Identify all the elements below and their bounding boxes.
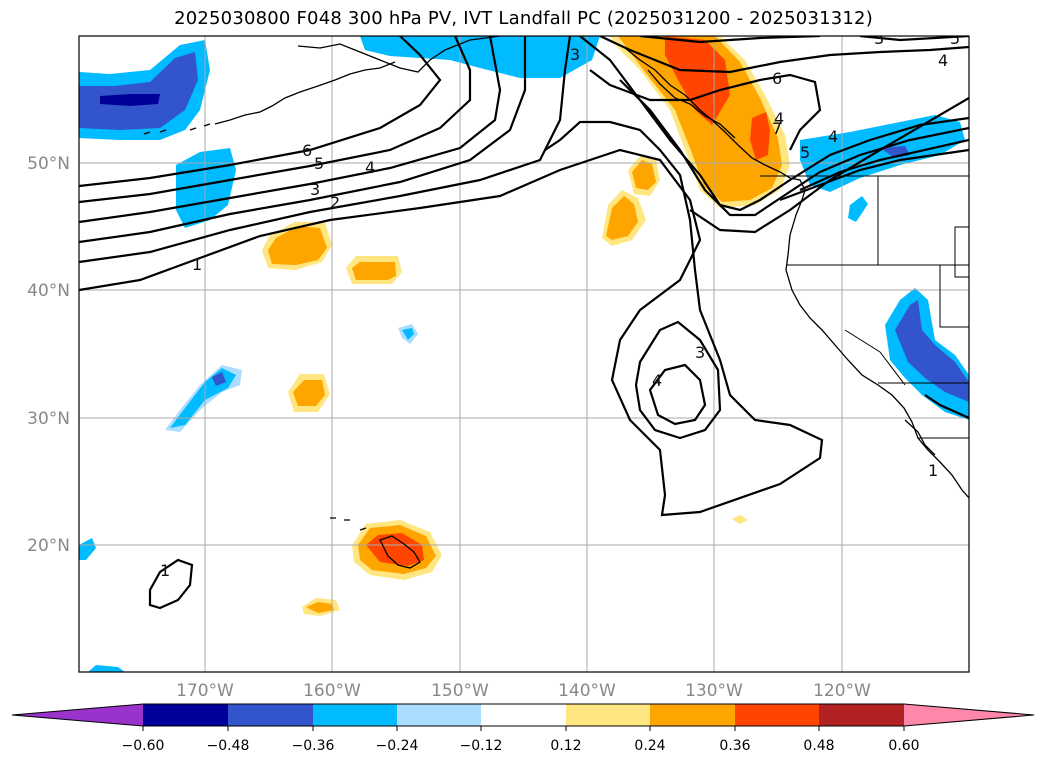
colorbar-tick-label: 0.48 — [803, 738, 834, 754]
lat-label-50n: 50°N — [27, 154, 70, 174]
coastlines — [143, 36, 969, 569]
contour-label: 3 — [695, 343, 705, 362]
latitude-labels: 50°N 40°N 30°N 20°N — [27, 154, 70, 556]
contour-label: 3 — [570, 45, 580, 64]
contour-label: 7 — [772, 119, 782, 138]
colorbar: −0.60 −0.48 −0.36 −0.24 −0.12 0.12 0.24 … — [11, 703, 1035, 754]
lon-label-160w: 160°W — [303, 681, 361, 701]
contour-label: 6 — [772, 69, 782, 88]
colorbar-segment — [397, 704, 481, 726]
contour-label: 4 — [365, 158, 375, 177]
contour-label: 4 — [652, 371, 662, 390]
lat-label-40n: 40°N — [27, 281, 70, 301]
colorbar-tick-label: −0.12 — [460, 738, 503, 754]
lon-label-170w: 170°W — [176, 681, 234, 701]
colorbar-segment — [481, 704, 566, 726]
colorbar-tick-label: 0.60 — [888, 738, 919, 754]
colorbar-segment — [228, 704, 313, 726]
colorbar-extend-low — [12, 704, 143, 726]
colorbar-tick-label: −0.24 — [376, 738, 419, 754]
lon-label-130w: 130°W — [685, 681, 743, 701]
map-title: 2025030800 F048 300 hPa PV, IVT Landfall… — [174, 8, 873, 29]
contour-label: 4 — [774, 109, 784, 128]
colorbar-extend-high — [904, 704, 1034, 726]
pv-anomaly-shading — [79, 36, 969, 672]
contour-label: 5 — [800, 143, 810, 162]
colorbar-tick-label: −0.48 — [207, 738, 250, 754]
lat-label-20n: 20°N — [27, 536, 70, 556]
colorbar-segment — [313, 704, 397, 726]
lat-label-30n: 30°N — [27, 409, 70, 429]
lon-label-140w: 140°W — [558, 681, 616, 701]
colorbar-segment — [566, 704, 650, 726]
contour-label: 5 — [950, 29, 960, 48]
ivt-contours — [79, 36, 969, 610]
colorbar-tick-label: −0.60 — [122, 738, 165, 754]
colorbar-segment — [650, 704, 735, 726]
lon-label-120w: 120°W — [813, 681, 871, 701]
contour-label: 5 — [314, 154, 324, 173]
contour-label: 1 — [160, 561, 170, 580]
contour-label: 4 — [938, 51, 948, 70]
colorbar-tick-label: 0.12 — [550, 738, 581, 754]
map-frame — [78, 35, 970, 673]
colorbar-tick-label: 0.36 — [719, 738, 750, 754]
colorbar-tick-label: 0.24 — [634, 738, 665, 754]
contour-label: 6 — [302, 141, 312, 160]
colorbar-segment — [819, 704, 904, 726]
lon-label-150w: 150°W — [431, 681, 489, 701]
colorbar-segment — [735, 704, 819, 726]
contour-label: 1 — [928, 461, 938, 480]
colorbar-tick-label: −0.36 — [292, 738, 335, 754]
longitude-labels: 170°W 160°W 150°W 140°W 130°W 120°W — [176, 681, 871, 701]
contour-label: 2 — [330, 193, 340, 212]
colorbar-segment — [143, 704, 228, 726]
contour-label: 3 — [310, 180, 320, 199]
contour-labels: 1 2 3 4 5 6 3 4 6 7 5 4 3 5 4 3 4 1 1 — [160, 29, 960, 580]
contour-label: 4 — [828, 127, 838, 146]
contour-label: 1 — [192, 255, 202, 274]
contour-label: 3 — [874, 29, 884, 48]
